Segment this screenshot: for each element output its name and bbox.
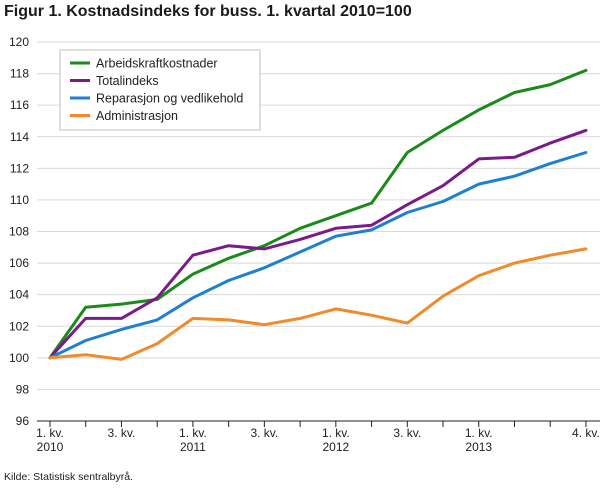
x-tick-year-label: 2010 — [37, 440, 64, 454]
legend: Arbeidskraftkostnader Totalindeks Reparasj… — [59, 49, 261, 131]
series-line-3 — [48, 247, 588, 361]
y-tick-label: 102 — [9, 319, 29, 333]
series-line-2 — [48, 151, 588, 360]
x-tick-label: 3. kv. — [393, 426, 421, 440]
x-tick-label: 1. kv. — [179, 426, 207, 440]
y-tick-label: 108 — [9, 225, 29, 239]
y-tick-label: 120 — [9, 35, 29, 49]
y-tick-label: 116 — [10, 98, 29, 112]
x-tick-year-label: 2011 — [180, 440, 206, 454]
legend-label: Arbeidskraftkostnader — [96, 57, 218, 71]
x-tick-label: 3. kv. — [108, 426, 136, 440]
series-line-0 — [48, 68, 588, 360]
y-tick-label: 106 — [9, 256, 29, 270]
y-tick-label: 96 — [16, 414, 30, 428]
x-tick-year-label: 2013 — [465, 440, 492, 454]
y-tick-label: 118 — [10, 67, 29, 81]
legend-label: Administrasjon — [96, 109, 178, 123]
grid-lines — [37, 41, 600, 390]
y-tick-label: 114 — [10, 130, 29, 144]
y-tick-label: 112 — [10, 161, 29, 175]
series-line-1 — [48, 128, 588, 360]
legend-label: Reparasjon og vedlikehold — [96, 92, 243, 106]
legend-box — [59, 49, 261, 131]
series-lines — [48, 68, 588, 361]
chart-title: Figur 1. Kostnadsindeks for buss. 1. kva… — [4, 3, 412, 20]
x-tick-label: 1. kv. — [36, 426, 64, 440]
legend-label: Totalindeks — [96, 74, 159, 88]
y-tick-label: 100 — [9, 351, 29, 365]
y-tick-label: 110 — [10, 193, 29, 207]
x-tick-year-label: 2012 — [322, 440, 349, 454]
x-tick-label: 1. kv. — [465, 426, 493, 440]
y-tick-labels: 96 98 100 102 104 106 108 110 112 114 116 118 120 — [9, 35, 29, 428]
x-tick-label: 1. kv. — [322, 426, 350, 440]
x-tick-label: 4. kv. — [572, 426, 600, 440]
source-note: Kilde: Statistisk sentralbyrå. — [4, 471, 133, 483]
x-tick-label: 3. kv. — [250, 426, 278, 440]
axes — [37, 420, 600, 427]
y-tick-label: 98 — [16, 382, 30, 396]
y-tick-label: 104 — [9, 288, 29, 302]
